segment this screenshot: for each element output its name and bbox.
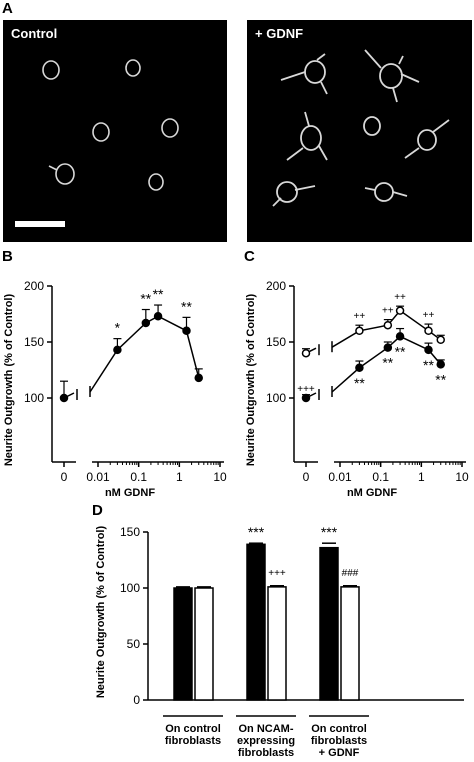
data-point-c (383, 320, 393, 330)
data-point-b (153, 311, 163, 321)
data-point-b (194, 373, 203, 383)
data-point-c (395, 306, 405, 315)
x-tick-label-c: 10 (455, 470, 469, 484)
bar-d (246, 543, 266, 701)
significance-label-b: ** (140, 291, 151, 307)
chart-panel-c: Neurite Outgrowth (% of Control) nM GDNF… (245, 279, 469, 499)
x-tick-label-b: 1 (176, 470, 183, 484)
significance-label-d: *** (248, 524, 265, 540)
ylabel-d: Neurite Outgrowth (% of Control) (95, 526, 107, 699)
significance-label-d: +++ (268, 568, 286, 579)
data-point-c (436, 360, 445, 369)
x-tick-label-c: 0.01 (328, 470, 352, 484)
significance-label-c: ++ (423, 310, 435, 321)
significance-label-c: ++ (382, 306, 394, 317)
data-point-b (59, 393, 69, 403)
significance-label-c: ** (435, 371, 446, 387)
significance-label-b: ** (181, 298, 192, 314)
micrograph-gdnf: + GDNF (247, 20, 472, 242)
data-point-c (301, 393, 311, 403)
data-point-b (141, 318, 151, 328)
category-label-d: On control fibroblasts (165, 723, 221, 747)
data-point-c (395, 332, 405, 341)
panel-letter-a: A (2, 0, 13, 17)
bar-d (319, 546, 339, 701)
x-tick-label-b: 0 (61, 470, 68, 484)
panel-letter-d: D (92, 502, 103, 519)
y-tick-label-d: 50 (127, 637, 141, 651)
significance-label-c: ** (423, 357, 434, 373)
x-tick-label-c: 1 (418, 470, 425, 484)
y-tick-label-b: 150 (24, 335, 44, 349)
x-tick-label-b: 0.1 (130, 470, 147, 484)
x-tick-label-c: 0.1 (372, 470, 389, 484)
panel-letter-c: C (244, 248, 255, 265)
gdnf-cells (272, 49, 450, 207)
y-tick-label-c: 150 (266, 335, 286, 349)
category-label-d: On control fibroblasts + GDNF (311, 723, 367, 759)
micrograph-control: Control (3, 20, 227, 242)
series-line-b (89, 315, 200, 393)
micrograph-gdnf-label: + GDNF (255, 26, 304, 41)
significance-label-c: ++ (354, 311, 366, 322)
significance-label-c: ** (354, 375, 365, 391)
y-tick-label-d: 0 (133, 693, 140, 707)
significance-label-c: ** (382, 355, 393, 371)
ylabel-b: Neurite Outgrowth (% of Control) (3, 294, 15, 467)
significance-label-b: ** (153, 286, 164, 302)
micrograph-control-label: Control (11, 26, 58, 41)
significance-label-d: ### (342, 568, 359, 579)
significance-label-c: ++ (394, 292, 406, 303)
x-tick-label-b: 10 (213, 470, 227, 484)
data-point-c (424, 326, 433, 336)
data-point-c (355, 326, 364, 336)
chart-panel-d: Neurite Outgrowth (% of Control) 0 50 100 1… (95, 524, 464, 759)
data-point-c (436, 335, 445, 345)
data-point-c (301, 348, 311, 358)
significance-label-b: * (115, 320, 121, 336)
panel-letter-b: B (2, 248, 13, 265)
bar-d (340, 586, 360, 701)
x-tick-label-b: 0.01 (86, 470, 110, 484)
data-point-c (383, 343, 393, 352)
control-cells (42, 59, 179, 191)
category-label-d: On NCAM-expressing fibroblasts (237, 723, 295, 759)
y-tick-label-b: 100 (24, 391, 44, 405)
y-tick-label-d: 100 (120, 581, 140, 595)
xlabel-c: nM GDNF (347, 487, 397, 499)
bar-d (194, 587, 214, 701)
y-tick-label-b: 200 (24, 279, 44, 293)
xlabel-b: nM GDNF (105, 487, 155, 499)
y-tick-label-c: 100 (266, 391, 286, 405)
ylabel-c: Neurite Outgrowth (% of Control) (245, 294, 257, 467)
data-point-c (424, 345, 433, 355)
data-point-b (182, 326, 191, 336)
bar-d (173, 587, 193, 701)
y-tick-label-d: 150 (120, 525, 140, 539)
data-point-c (355, 363, 364, 373)
significance-label-d: *** (321, 524, 338, 540)
y-tick-label-c: 200 (266, 279, 286, 293)
significance-label-c: +++ (297, 384, 315, 395)
chart-panel-b: Neurite Outgrowth (% of Control) nM GDNF… (3, 279, 227, 499)
x-tick-label-c: 0 (303, 470, 310, 484)
data-point-b (113, 345, 122, 355)
bar-d (267, 586, 287, 701)
significance-label-c: ** (395, 343, 406, 359)
scale-bar (15, 221, 65, 227)
